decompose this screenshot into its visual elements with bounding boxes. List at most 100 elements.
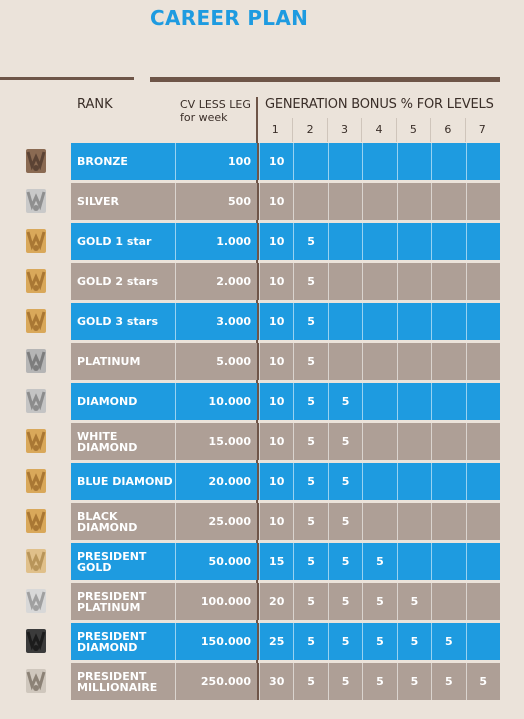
bonus-cell: 5	[327, 583, 363, 620]
bonus-cell	[465, 183, 500, 220]
column-gap	[257, 463, 259, 500]
bonus-cell	[431, 263, 466, 300]
bonus-cell: 10	[259, 223, 294, 260]
bonus-cell	[327, 263, 363, 300]
rank-name: BLUE DIAMOND	[71, 463, 175, 500]
table-row: BRONZE 100 10	[0, 142, 524, 182]
platinum-medal-icon	[24, 348, 48, 374]
bonus-cell	[396, 463, 432, 500]
bonus-cell	[465, 543, 500, 580]
table-row: BLUE DIAMOND 20.000 10 5 5	[0, 462, 524, 502]
bronze-medal-icon	[24, 148, 48, 174]
cv-value: 1.000	[175, 223, 257, 260]
bonus-cell: 5	[431, 623, 466, 660]
cv-value: 100	[175, 143, 257, 180]
cv-value: 500	[175, 183, 257, 220]
table-row: PRESIDENT MILLIONAIRE 250.000 30 5 5 5 5 5 5	[0, 662, 524, 702]
generation-header: GENERATION BONUS % FOR LEVELS	[265, 97, 494, 112]
column-gap	[257, 623, 259, 660]
bonus-cell: 5	[362, 583, 397, 620]
row-cells: PLATINUM 5.000 10 5	[71, 343, 500, 380]
bonus-cell: 5	[396, 623, 432, 660]
column-gap	[257, 503, 259, 540]
bonus-cell: 10	[259, 143, 294, 180]
cv-value: 15.000	[175, 423, 257, 460]
bonus-cell	[431, 223, 466, 260]
bonus-cell	[327, 343, 363, 380]
column-gap	[257, 543, 259, 580]
bonus-cell	[465, 383, 500, 420]
bonus-cell	[431, 383, 466, 420]
bonus-cell: 5	[327, 463, 363, 500]
row-cells: PRESIDENT DIAMOND 150.000 25 5 5 5 5 5	[71, 623, 500, 660]
bonus-cell	[396, 143, 432, 180]
bonus-cell	[293, 143, 328, 180]
bonus-cell	[431, 143, 466, 180]
level-numbers: 1 2 3 4 5 6 7	[258, 118, 499, 142]
row-cells: PRESIDENT GOLD 50.000 15 5 5 5	[71, 543, 500, 580]
bonus-cell: 5	[293, 503, 328, 540]
column-gap	[257, 263, 259, 300]
bonus-cell: 5	[293, 583, 328, 620]
bonus-cell	[465, 623, 500, 660]
column-gap	[257, 383, 259, 420]
bonus-cell: 5	[362, 623, 397, 660]
bonus-cell	[431, 463, 466, 500]
bonus-cell	[465, 503, 500, 540]
bonus-cell	[293, 183, 328, 220]
cv-value: 25.000	[175, 503, 257, 540]
bonus-cell	[431, 543, 466, 580]
row-cells: PRESIDENT MILLIONAIRE 250.000 30 5 5 5 5 5 5	[71, 663, 500, 700]
bonus-cell	[465, 303, 500, 340]
bonus-cell	[362, 263, 397, 300]
column-gap	[257, 223, 259, 260]
bonus-cell: 25	[259, 623, 294, 660]
president-millionaire-medal-icon	[24, 668, 48, 694]
bonus-cell	[396, 543, 432, 580]
bonus-cell: 5	[293, 423, 328, 460]
bonus-cell: 5	[327, 543, 363, 580]
cv-header-line1: CV LESS LEG	[180, 98, 251, 111]
cv-value: 3.000	[175, 303, 257, 340]
bonus-cell: 5	[327, 383, 363, 420]
rank-name: GOLD 1 star	[71, 223, 175, 260]
table-row: GOLD 1 star 1.000 10 5	[0, 222, 524, 262]
table-row: GOLD 2 stars 2.000 10 5	[0, 262, 524, 302]
silver-medal-icon	[24, 188, 48, 214]
table-row: PRESIDENT PLATINUM 100.000 20 5 5 5 5	[0, 582, 524, 622]
bonus-cell: 5	[293, 223, 328, 260]
table-row: GOLD 3 stars 3.000 10 5	[0, 302, 524, 342]
bonus-cell: 30	[259, 663, 294, 700]
president-platinum-medal-icon	[24, 588, 48, 614]
bonus-cell: 10	[259, 503, 294, 540]
bonus-cell	[362, 383, 397, 420]
cv-value: 50.000	[175, 543, 257, 580]
white-diamond-medal-icon	[24, 428, 48, 454]
cv-value: 2.000	[175, 263, 257, 300]
bonus-cell	[431, 343, 466, 380]
bonus-cell	[396, 503, 432, 540]
rank-name: PRESIDENT DIAMOND	[71, 623, 175, 660]
bonus-cell: 5	[293, 303, 328, 340]
bonus-cell	[396, 383, 432, 420]
bonus-cell: 10	[259, 423, 294, 460]
bonus-cell: 5	[293, 383, 328, 420]
cv-value: 150.000	[175, 623, 257, 660]
bonus-cell: 15	[259, 543, 294, 580]
rank-name: DIAMOND	[71, 383, 175, 420]
table-row: WHITE DIAMOND 15.000 10 5 5	[0, 422, 524, 462]
rank-name: BLACK DIAMOND	[71, 503, 175, 540]
bonus-cell	[396, 343, 432, 380]
bonus-cell: 10	[259, 303, 294, 340]
rank-header: RANK	[77, 97, 113, 112]
rank-name: PRESIDENT MILLIONAIRE	[71, 663, 175, 700]
cv-value: 10.000	[175, 383, 257, 420]
cv-value: 20.000	[175, 463, 257, 500]
bonus-cell: 10	[259, 383, 294, 420]
bonus-cell: 5	[327, 503, 363, 540]
bonus-cell	[465, 223, 500, 260]
blue-diamond-medal-icon	[24, 468, 48, 494]
level-number: 6	[430, 118, 464, 142]
cv-header-line2: for week	[180, 111, 228, 124]
divider-right	[150, 77, 500, 82]
